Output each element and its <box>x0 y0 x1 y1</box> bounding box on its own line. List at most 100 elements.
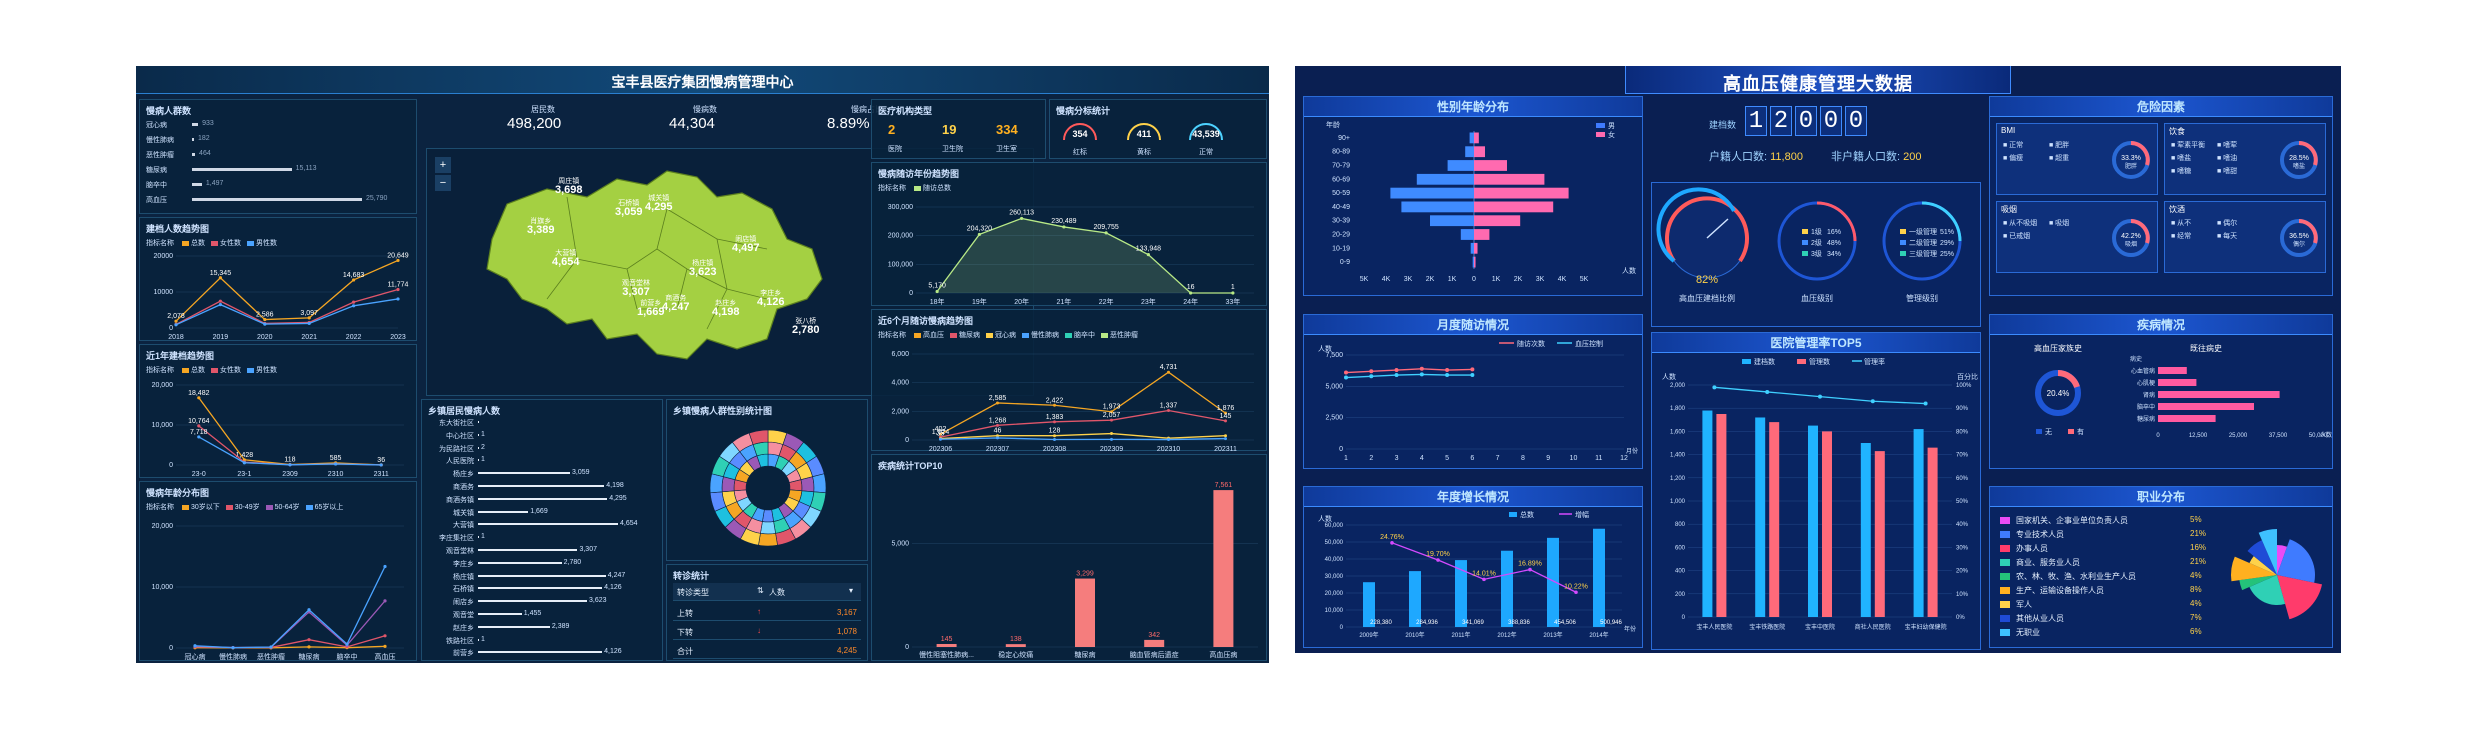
built-bar <box>1702 410 1713 617</box>
donut-segment <box>748 429 769 445</box>
town-name: 大营镇 <box>453 522 474 530</box>
data-label: 209,755 <box>1093 224 1118 231</box>
data-point <box>263 317 267 322</box>
y-tick-label: 50,000 <box>1325 540 1344 546</box>
male-bar <box>1469 132 1474 144</box>
risk-sub: 嗜盐 <box>2293 162 2305 170</box>
legend-swatch <box>1021 332 1029 338</box>
x-tick-label: 20年 <box>1014 297 1029 306</box>
data-label: 145 <box>1220 413 1232 420</box>
y-tick-label: 600 <box>1675 545 1686 551</box>
town-value: 1,455 <box>523 610 542 617</box>
town-bar <box>478 485 605 487</box>
legend-item[interactable]: 糖尿病 <box>958 332 980 339</box>
ctrl-gauge-label: 红标 <box>1073 147 1087 156</box>
y-tick-label: 30,000 <box>1325 574 1344 580</box>
transfer-row[interactable]: 上转 ↑ 3,167 <box>673 603 861 621</box>
male-bar <box>1430 215 1474 227</box>
data-point <box>352 304 356 308</box>
x-tick-label: 脑血管病后遗症 <box>1130 650 1179 659</box>
female-bar <box>1474 132 1479 144</box>
dropdown-icon[interactable]: ▾ <box>849 586 854 595</box>
series-line <box>175 259 399 322</box>
x-tick-label: 202307 <box>986 446 1009 453</box>
male-bar <box>1470 242 1474 254</box>
legend-item[interactable]: 女性数 <box>219 240 241 247</box>
town-bar <box>478 613 522 615</box>
sort-icon[interactable]: ⇅ <box>757 586 764 595</box>
annual-panel: 年度增长情况 总数 增幅 人数 年份 0 10,000 20,000 30,000 40,000… <box>1303 486 1643 648</box>
data-label: 284,936 <box>1416 620 1438 626</box>
zoom-out-button[interactable]: − <box>435 175 451 191</box>
legend-item[interactable]: 高血压 <box>922 332 944 339</box>
map-region-value: 3,059 <box>615 206 643 218</box>
county-map[interactable] <box>427 149 1035 397</box>
zoom-controls: + − <box>435 157 451 191</box>
legend-swatch <box>913 332 921 338</box>
y-tick-label: 5,000 <box>891 540 909 547</box>
data-label: 3,097 <box>300 310 318 317</box>
data-label: 46 <box>994 428 1002 435</box>
legend-item[interactable]: 50-64岁 <box>274 504 300 511</box>
legend-item[interactable]: 男性数 <box>255 240 277 247</box>
town-bar <box>478 600 587 603</box>
female-bar <box>1474 215 1521 227</box>
legend-item[interactable]: 随访总数 <box>922 185 951 192</box>
legend-item[interactable]: 女性数 <box>219 367 241 374</box>
zoom-in-button[interactable]: + <box>435 157 451 173</box>
map-region-value: 3,623 <box>689 266 717 278</box>
legend-item[interactable]: 冠心病 <box>994 332 1016 339</box>
y-tick-label: 2,500 <box>1325 415 1343 422</box>
town-value: 3,307 <box>579 546 597 553</box>
legend-item[interactable]: 总数 <box>190 367 205 374</box>
legend-item[interactable]: 65岁以上 <box>314 504 344 511</box>
ctrl-gauge-value: 411 <box>1137 129 1152 139</box>
x-tick-label: 202309 <box>1100 446 1123 453</box>
arrow-down-icon: ↓ <box>757 626 761 635</box>
data-point <box>1528 567 1532 572</box>
data-point <box>935 289 939 294</box>
x-tick-label: 3K <box>1404 276 1413 283</box>
bar <box>936 643 957 647</box>
data-label: 4,731 <box>1160 364 1178 371</box>
map-region-value: 4,198 <box>712 306 740 318</box>
followup-title: 慢病随访年份趋势图 <box>878 169 960 179</box>
legend-item[interactable]: 慢性肺病 <box>1030 332 1059 339</box>
legend-item[interactable]: 恶性肿瘤 <box>1109 332 1138 339</box>
occupation-name: 其他从业人员 <box>2016 614 2064 623</box>
data-label: 19.70% <box>1426 551 1450 558</box>
legend-item[interactable]: 总数 <box>190 240 205 247</box>
legend-item: 有 <box>2077 427 2084 436</box>
town-name: 杨庄乡 <box>453 471 474 479</box>
town-name: 石桥镇 <box>453 586 474 594</box>
town-bar <box>478 651 603 654</box>
town-name: 中心社区 <box>446 432 474 440</box>
data-point <box>218 276 222 280</box>
y2-tick-label: 40% <box>1956 522 1969 528</box>
x-axis-label: 人数 <box>1622 266 1636 275</box>
gender-donut-chart <box>709 429 827 547</box>
legend-item[interactable]: 30岁以下 <box>190 504 220 511</box>
legend-item[interactable]: 男性数 <box>255 367 277 374</box>
transfer-type: 合计 <box>677 647 693 656</box>
right-header: 高血压健康管理大数据 <box>1625 66 2011 94</box>
legend-item[interactable]: 脑卒中 <box>1073 332 1095 339</box>
legend-item[interactable]: 30-49岁 <box>234 504 260 511</box>
data-point <box>383 634 387 638</box>
transfer-row[interactable]: 下转 ↓ 1,078 <box>673 622 861 640</box>
x-tick-label: 202310 <box>1157 446 1180 453</box>
map-region-label: 闹店镇 4,497 <box>732 235 760 254</box>
family-pct: 20.4% <box>2047 389 2070 398</box>
data-label: 2,585 <box>989 395 1007 402</box>
data-point <box>1870 399 1875 404</box>
series-line <box>940 371 1226 435</box>
y2-tick-label: 90% <box>1956 406 1969 412</box>
map-region-label: 张八桥 2,780 <box>792 317 820 336</box>
transfer-row[interactable]: 合计 4,245 <box>673 641 861 659</box>
y2-tick-label: 10% <box>1956 592 1969 598</box>
age-label: 0-9 <box>1340 259 1350 266</box>
gender-donut-panel: 乡镇慢病人群性别统计图 <box>666 399 868 561</box>
risk-box-title: 饮食 <box>2169 127 2185 136</box>
data-point <box>996 436 999 440</box>
